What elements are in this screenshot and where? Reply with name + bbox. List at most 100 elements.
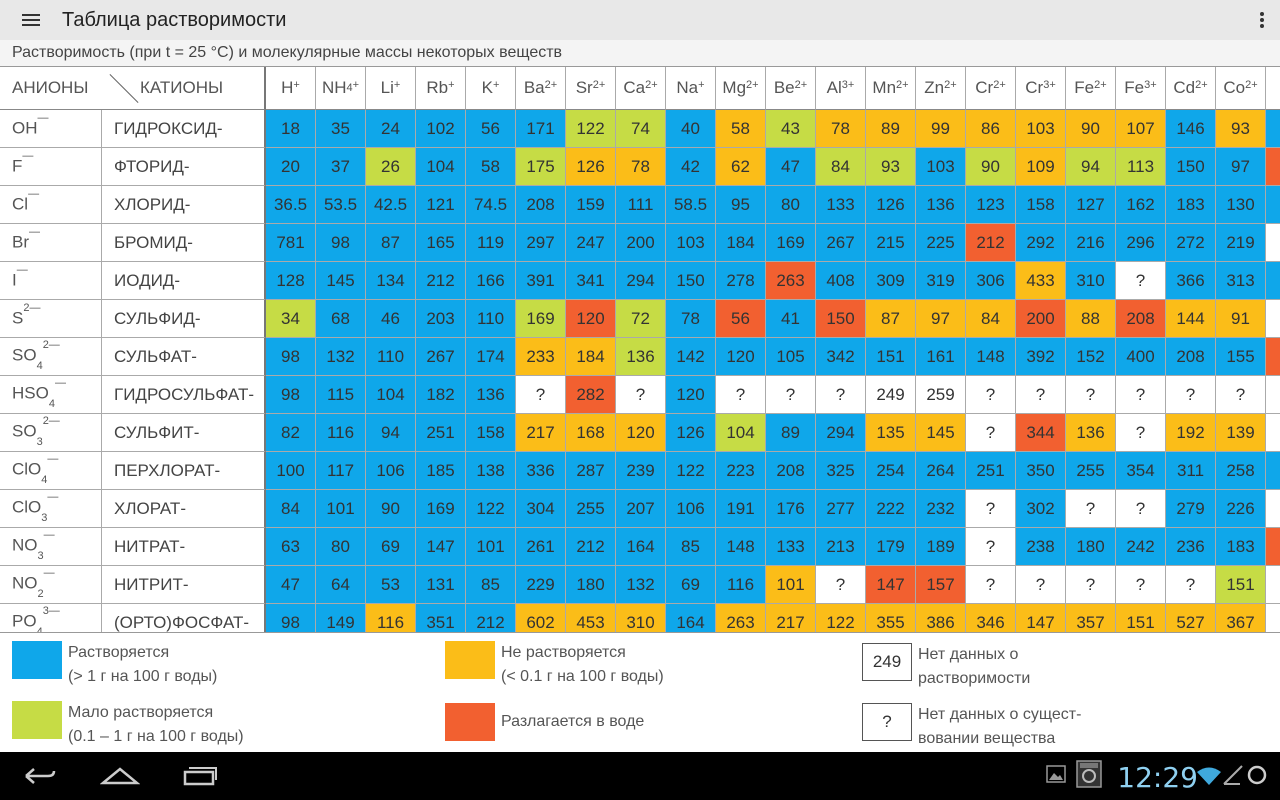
table-cell[interactable]: 203 <box>416 300 466 338</box>
table-cell[interactable]: 251 <box>966 452 1016 490</box>
table-cell[interactable]: 319 <box>916 262 966 300</box>
table-cell[interactable] <box>1266 110 1280 148</box>
table-cell[interactable] <box>1266 528 1280 566</box>
table-cell[interactable]: 255 <box>566 490 616 528</box>
table-cell[interactable]: 259 <box>916 376 966 414</box>
table-cell[interactable]: 132 <box>616 566 666 604</box>
table-cell[interactable]: 310 <box>1066 262 1116 300</box>
table-cell[interactable]: 161 <box>916 338 966 376</box>
table-cell[interactable]: 350 <box>1016 452 1066 490</box>
table-cell[interactable] <box>1266 186 1280 224</box>
table-cell[interactable]: 35 <box>316 110 366 148</box>
table-cell[interactable]: 43 <box>766 110 816 148</box>
table-cell[interactable]: 144 <box>1166 300 1216 338</box>
table-cell[interactable]: 20 <box>266 148 316 186</box>
table-cell[interactable]: 278 <box>716 262 766 300</box>
table-cell[interactable]: 88 <box>1066 300 1116 338</box>
table-cell[interactable]: 121 <box>416 186 466 224</box>
table-cell[interactable]: 132 <box>316 338 366 376</box>
table-cell[interactable]: 74 <box>616 110 666 148</box>
table-cell[interactable]: 115 <box>316 376 366 414</box>
table-cell[interactable]: 354 <box>1116 452 1166 490</box>
table-cell[interactable]: 103 <box>916 148 966 186</box>
table-cell[interactable]: 309 <box>866 262 916 300</box>
table-cell[interactable]: 169 <box>766 224 816 262</box>
table-cell[interactable]: 208 <box>1166 338 1216 376</box>
table-cell[interactable]: 212 <box>966 224 1016 262</box>
table-cell[interactable]: ? <box>966 528 1016 566</box>
table-cell[interactable]: 111 <box>616 186 666 224</box>
table-cell[interactable]: 136 <box>466 376 516 414</box>
table-cell[interactable]: 74.5 <box>466 186 516 224</box>
table-cell[interactable]: 104 <box>416 148 466 186</box>
table-cell[interactable]: 254 <box>866 452 916 490</box>
table-cell[interactable]: 147 <box>866 566 916 604</box>
recent-apps-button[interactable] <box>170 760 230 792</box>
table-cell[interactable]: 120 <box>666 376 716 414</box>
table-cell[interactable]: 148 <box>966 338 1016 376</box>
table-cell[interactable]: 98 <box>316 224 366 262</box>
table-cell[interactable]: 400 <box>1116 338 1166 376</box>
table-cell[interactable]: ? <box>966 490 1016 528</box>
table-cell[interactable]: 58 <box>466 148 516 186</box>
table-cell[interactable]: 258 <box>1216 452 1266 490</box>
table-cell[interactable]: 296 <box>1116 224 1166 262</box>
table-cell[interactable]: 294 <box>816 414 866 452</box>
menu-icon[interactable] <box>0 0 62 40</box>
table-cell[interactable]: 287 <box>566 452 616 490</box>
table-cell[interactable]: 99 <box>916 110 966 148</box>
table-cell[interactable]: 64 <box>316 566 366 604</box>
table-cell[interactable]: 103 <box>1016 110 1066 148</box>
table-cell[interactable]: 42 <box>666 148 716 186</box>
table-cell[interactable]: 216 <box>1066 224 1116 262</box>
table-cell[interactable]: 101 <box>316 490 366 528</box>
table-cell[interactable]: 123 <box>966 186 1016 224</box>
table-cell[interactable]: 165 <box>416 224 466 262</box>
table-cell[interactable]: ? <box>966 566 1016 604</box>
table-cell[interactable]: ? <box>1166 376 1216 414</box>
table-cell[interactable]: 279 <box>1166 490 1216 528</box>
table-cell[interactable]: 139 <box>1216 414 1266 452</box>
table-cell[interactable]: 93 <box>866 148 916 186</box>
table-cell[interactable] <box>1266 148 1280 186</box>
table-cell[interactable]: 110 <box>466 300 516 338</box>
table-cell[interactable]: 106 <box>366 452 416 490</box>
table-cell[interactable]: 341 <box>566 262 616 300</box>
table-cell[interactable]: 69 <box>666 566 716 604</box>
table-cell[interactable]: 182 <box>416 376 466 414</box>
table-cell[interactable]: 247 <box>566 224 616 262</box>
table-cell[interactable]: 242 <box>1116 528 1166 566</box>
table-cell[interactable]: 116 <box>366 604 416 632</box>
table-cell[interactable]: ? <box>1116 414 1166 452</box>
table-cell[interactable]: 85 <box>466 566 516 604</box>
table-cell[interactable]: 251 <box>416 414 466 452</box>
table-cell[interactable]: 212 <box>466 604 516 632</box>
table-cell[interactable]: 62 <box>716 148 766 186</box>
table-cell[interactable]: 306 <box>966 262 1016 300</box>
table-cell[interactable]: 249 <box>866 376 916 414</box>
table-cell[interactable]: 122 <box>566 110 616 148</box>
table-cell[interactable]: 226 <box>1216 490 1266 528</box>
table-cell[interactable]: 78 <box>666 300 716 338</box>
table-cell[interactable]: 68 <box>316 300 366 338</box>
table-cell[interactable]: 93 <box>1216 110 1266 148</box>
table-cell[interactable]: 24 <box>366 110 416 148</box>
table-cell[interactable]: 267 <box>416 338 466 376</box>
overflow-menu-icon[interactable] <box>1256 10 1268 30</box>
table-cell[interactable]: 116 <box>316 414 366 452</box>
table-cell[interactable]: 367 <box>1216 604 1266 632</box>
table-cell[interactable]: 104 <box>716 414 766 452</box>
table-cell[interactable]: 120 <box>616 414 666 452</box>
table-cell[interactable]: 175 <box>516 148 566 186</box>
table-cell[interactable]: 781 <box>266 224 316 262</box>
table-cell[interactable]: 147 <box>416 528 466 566</box>
table-cell[interactable]: 138 <box>466 452 516 490</box>
table-cell[interactable]: 103 <box>666 224 716 262</box>
table-cell[interactable]: 126 <box>566 148 616 186</box>
table-cell[interactable] <box>1266 376 1280 414</box>
table-cell[interactable]: 277 <box>816 490 866 528</box>
table-cell[interactable]: 357 <box>1066 604 1116 632</box>
table-cell[interactable]: 233 <box>516 338 566 376</box>
table-cell[interactable]: 91 <box>1216 300 1266 338</box>
table-cell[interactable]: 602 <box>516 604 566 632</box>
